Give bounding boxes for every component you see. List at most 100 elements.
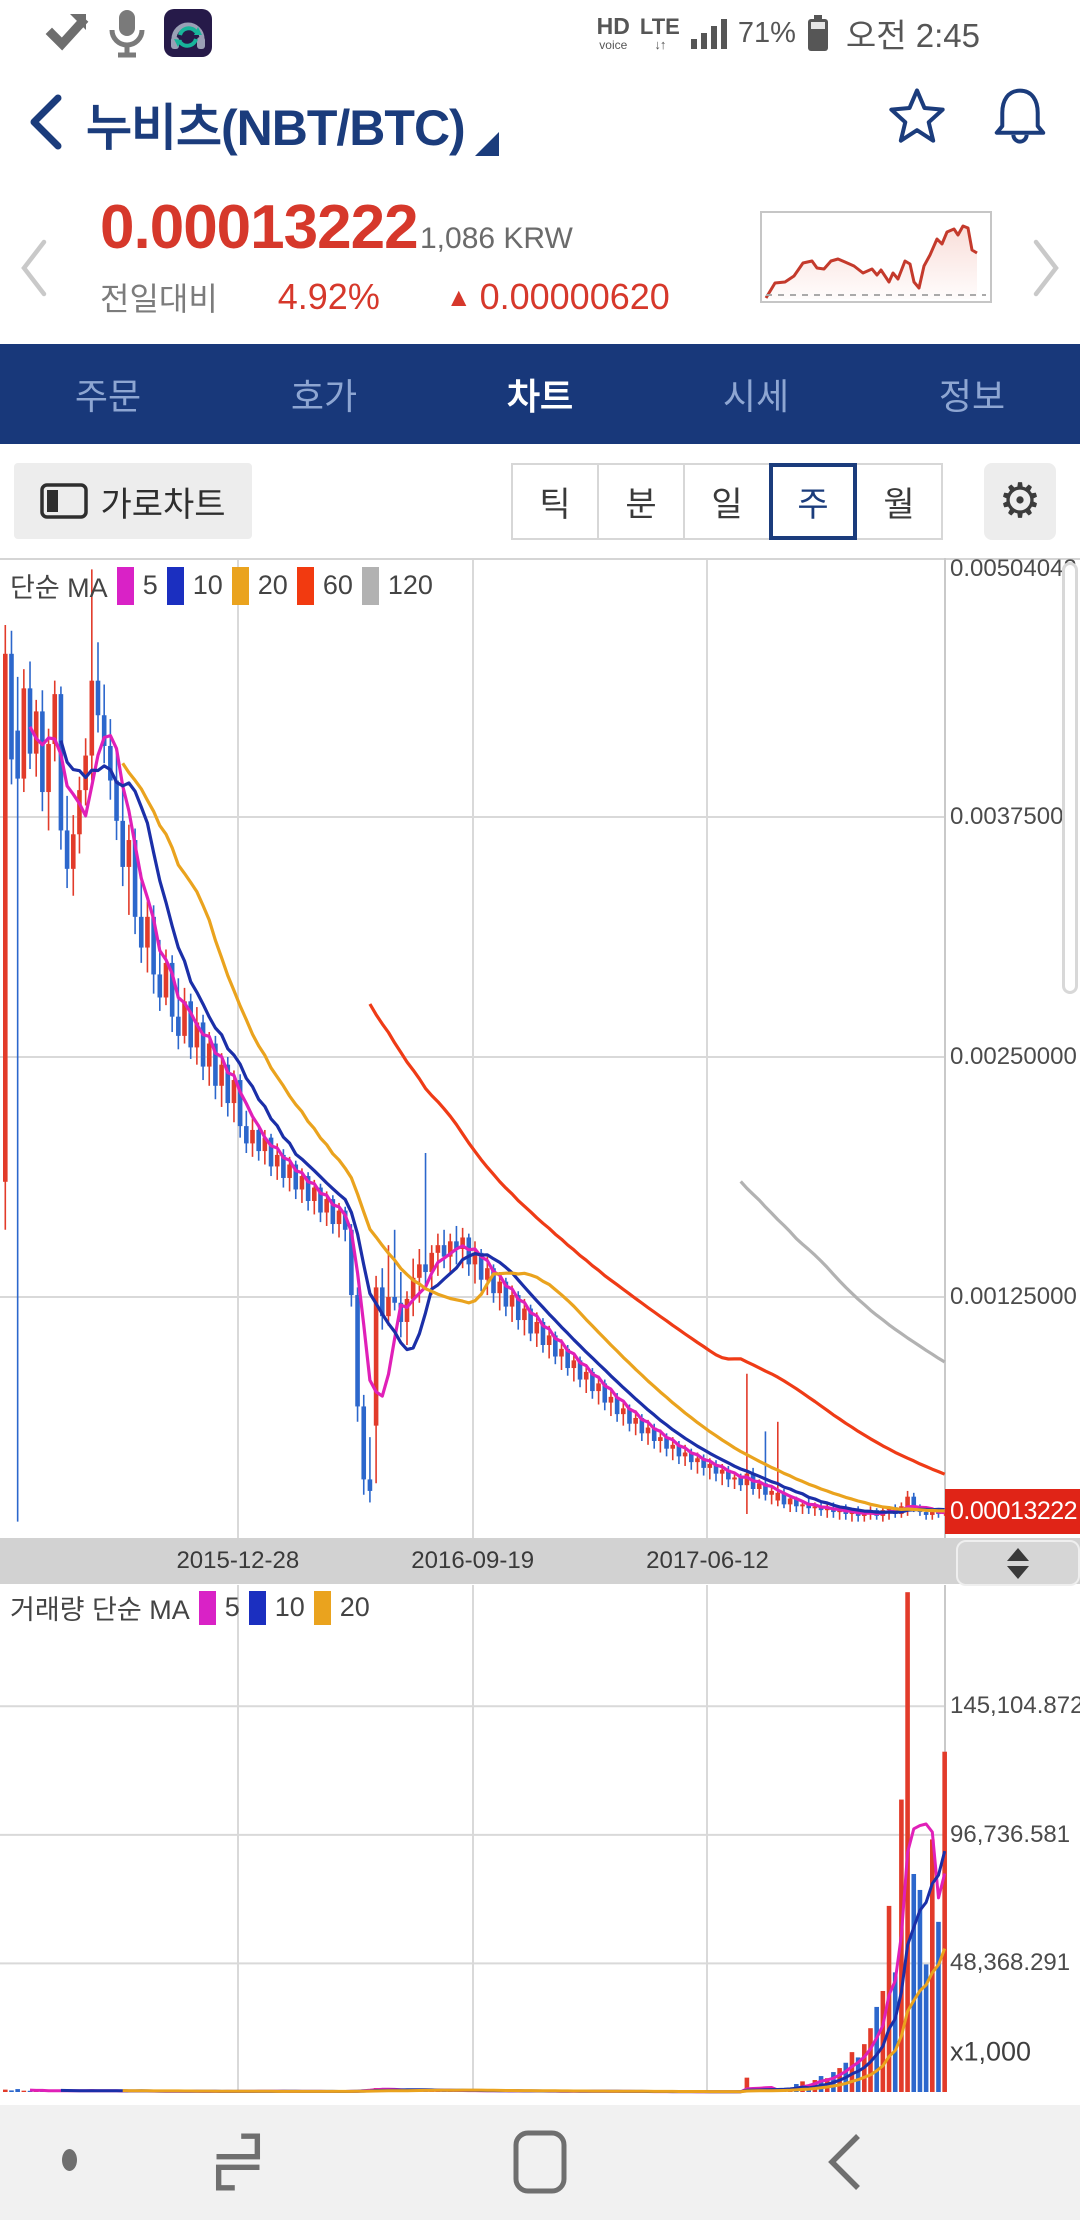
landscape-chart-button[interactable]: 가로차트 [14,463,252,539]
favorite-star-button[interactable] [888,86,946,144]
candle-body [911,1496,917,1509]
android-nav-bar [0,2105,1080,2220]
candle-body [577,1360,583,1380]
candle-body [503,1281,509,1307]
candle-body [645,1427,651,1434]
candle-body [528,1308,533,1334]
candle-body [77,790,82,835]
battery-icon [807,15,828,51]
candle-body [52,694,58,745]
zoom-in-arrow-icon[interactable] [1007,1547,1029,1561]
legend-label-20: 20 [339,1592,370,1622]
volume-axis-label: 145,104.872 [950,1692,1080,1720]
candle-body [862,1513,867,1516]
prev-symbol-button[interactable] [16,236,52,300]
notification-bell-button[interactable] [992,84,1048,146]
last-price-tag: 0.00013222 [945,1489,1080,1534]
volume-axis-label: 96,736.581 [950,1820,1071,1848]
candle-body [738,1477,744,1486]
candle-body [83,755,88,791]
home-button[interactable] [512,2129,568,2195]
legend-swatch-20 [313,1590,331,1625]
tab-주문[interactable]: 주문 [74,376,142,417]
zoom-out-arrow-icon[interactable] [1007,1565,1029,1579]
candle-body [460,1237,465,1249]
legend-label-60: 60 [322,570,353,600]
tab-시세[interactable]: 시세 [722,376,790,417]
candle-body [404,1298,410,1322]
legend-label-120: 120 [387,570,433,600]
candle-body [423,1264,428,1273]
price-volume-chart[interactable] [0,558,1080,2102]
volume-bar [892,1972,898,2092]
landscape-phone-icon [40,483,89,519]
candle-body [540,1321,546,1345]
back-nav-button[interactable] [822,2131,866,2193]
volume-bar [874,2006,879,2092]
legend-swatch-5 [116,566,134,605]
back-button[interactable] [24,92,68,152]
music-sync-app-icon [164,9,212,57]
candle-body [658,1437,663,1441]
chart-zoom-spinner[interactable] [956,1540,1080,1586]
candle-body [157,974,163,998]
candle-body [176,1016,181,1036]
volume-bar [923,1964,929,2092]
volume-bar [744,2077,750,2092]
period-틱[interactable]: 틱 [511,463,599,540]
candle-body [299,1176,305,1190]
candle-body [250,1129,255,1144]
volume-ma-legend: 거래량 단순 MA 5 10 20 [10,1588,370,1627]
page-title: 누비츠(NBT/BTC) [86,100,466,156]
volume-bar [9,2090,14,2092]
current-price: 0.00013222 [100,193,419,262]
candle-body [639,1417,645,1434]
scrollbar[interactable] [1062,562,1078,994]
next-symbol-button[interactable] [1028,236,1064,300]
dropdown-caret-icon [474,132,499,156]
candle-body [126,840,132,867]
candle-body [590,1371,595,1392]
candle-body [614,1396,620,1415]
edge-panel-handle[interactable] [62,2149,77,2171]
candle-body [497,1281,502,1294]
period-월[interactable]: 월 [855,463,943,540]
symbol-selector[interactable]: 누비츠(NBT/BTC) [86,88,499,160]
legend-title: 단순 MA [10,573,108,603]
volume-bar [21,2090,27,2092]
volume-bar [936,1921,941,2092]
tab-호가[interactable]: 호가 [290,376,358,417]
period-일[interactable]: 일 [683,463,771,540]
candle-body [651,1427,657,1441]
volume-bar [930,1839,935,2092]
battery-percent: 71% [737,16,796,49]
legend-swatch-10 [166,566,184,605]
mini-sparkline[interactable] [760,211,992,303]
candle-body [769,1490,774,1495]
date-label: 2016-09-19 [411,1547,535,1574]
candle-body [151,916,156,975]
tab-차트[interactable]: 차트 [506,376,574,417]
candle-body [33,711,39,754]
candle-body [602,1383,608,1403]
legend-swatch-5 [198,1590,216,1625]
up-arrow-icon: ▲ [445,281,472,312]
candle-body [571,1360,577,1369]
candle-body [441,1245,447,1257]
tab-정보[interactable]: 정보 [938,376,1006,417]
change-percent: 4.92% [277,276,380,317]
candle-body [664,1437,669,1449]
candle-body [775,1492,781,1501]
change-label: 전일대비 [100,281,218,317]
header: 누비츠(NBT/BTC) [0,66,1080,196]
volume-bar [911,1873,917,2092]
period-주[interactable]: 주 [769,463,857,540]
check-badge-icon [45,14,89,51]
candle-body [318,1187,323,1213]
candle-body [806,1504,811,1509]
lte-arrows-icon: ↓↑ [654,36,666,52]
period-분[interactable]: 분 [597,463,685,540]
hd-voice-label: voice [599,38,628,52]
recents-button[interactable] [212,2133,264,2191]
settings-button[interactable]: ⚙ [984,463,1056,540]
